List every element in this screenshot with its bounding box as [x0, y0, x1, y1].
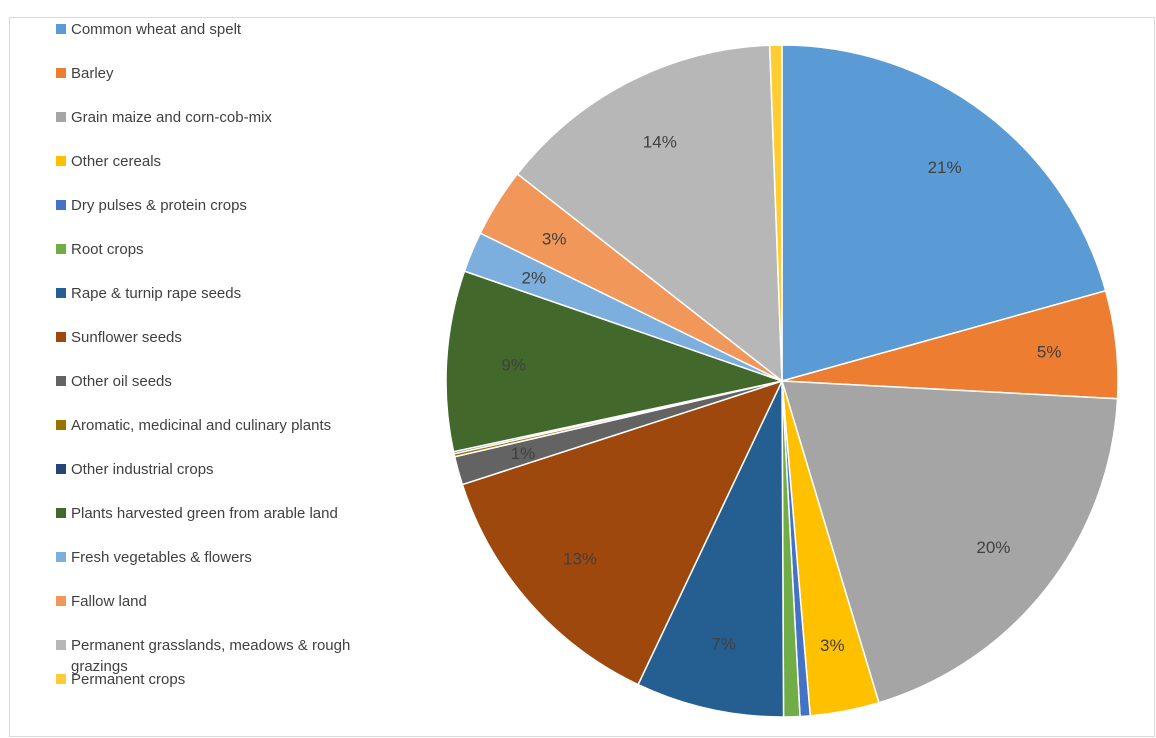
legend-swatch: [56, 464, 66, 474]
legend-item: Plants harvested green from arable land: [56, 502, 406, 546]
legend-swatch: [56, 288, 66, 298]
pie-slice: [781, 44, 1107, 382]
slice-data-label: 7%: [711, 634, 736, 653]
slice-data-label: 20%: [976, 538, 1010, 557]
legend-label: Plants harvested green from arable land: [71, 505, 338, 522]
legend-label: Other cereals: [71, 153, 162, 170]
legend-item: Other industrial crops: [56, 458, 406, 502]
legend-label: Root crops: [71, 241, 144, 258]
legend-swatch: [56, 68, 66, 78]
legend-label: Sunflower seeds: [71, 329, 182, 346]
legend-item: Fresh vegetables & flowers: [56, 546, 406, 590]
legend-swatch: [56, 552, 66, 562]
legend-label: Other oil seeds: [71, 373, 172, 390]
legend-swatch: [56, 244, 66, 254]
legend-label: Grain maize and corn-cob-mix: [71, 109, 272, 126]
legend-label: Permanent crops: [71, 671, 186, 688]
legend-label: Aromatic, medicinal and culinary plants: [71, 417, 332, 434]
legend-swatch: [56, 596, 66, 606]
pie-slice: [516, 44, 783, 383]
slice-data-label: 5%: [1037, 343, 1062, 362]
legend-label: Fallow land: [71, 593, 147, 610]
legend-swatch: [56, 420, 66, 430]
legend-item: Permanent grasslands, meadows & rough gr…: [56, 634, 406, 678]
legend-swatch: [56, 156, 66, 166]
slice-data-label: 14%: [643, 133, 677, 152]
legend-item: Permanent crops: [56, 668, 406, 712]
legend-item: Aromatic, medicinal and culinary plants: [56, 414, 406, 458]
legend-item: Common wheat and spelt: [56, 18, 406, 62]
slice-data-label: 3%: [542, 229, 567, 248]
legend-label: Other industrial crops: [71, 461, 214, 478]
legend-swatch: [56, 640, 66, 650]
legend-item: Dry pulses & protein crops: [56, 194, 406, 238]
legend-swatch: [56, 674, 66, 684]
legend-swatch: [56, 24, 66, 34]
legend-item: Sunflower seeds: [56, 326, 406, 370]
legend-label: Permanent grasslands, meadows & rough gr…: [71, 637, 351, 675]
slice-data-label: 2%: [522, 269, 547, 288]
legend-item: Barley: [56, 62, 406, 106]
legend-label: Common wheat and spelt: [71, 21, 242, 38]
legend-swatch: [56, 376, 66, 386]
legend-item: Fallow land: [56, 590, 406, 634]
legend-label: Rape & turnip rape seeds: [71, 285, 242, 302]
slice-data-label: 13%: [563, 549, 597, 568]
pie-slice: [780, 380, 1119, 704]
legend-label: Barley: [71, 65, 114, 82]
slice-data-label: 9%: [501, 356, 526, 375]
legend-swatch: [56, 508, 66, 518]
legend-swatch: [56, 112, 66, 122]
legend-label: Dry pulses & protein crops: [71, 197, 247, 214]
slice-data-label: 3%: [820, 636, 845, 655]
legend-item: Grain maize and corn-cob-mix: [56, 106, 406, 150]
slice-data-label: 1%: [511, 444, 536, 463]
legend-swatch: [56, 200, 66, 210]
pie-slice: [768, 44, 783, 382]
pie-slice: [461, 379, 784, 686]
slice-data-label: 21%: [928, 158, 962, 177]
legend-item: Other oil seeds: [56, 370, 406, 414]
legend-label: Fresh vegetables & flowers: [71, 549, 252, 566]
legend-item: Rape & turnip rape seeds: [56, 282, 406, 326]
pie-slice: [445, 270, 785, 453]
legend-item: Root crops: [56, 238, 406, 282]
pie-slice: [637, 380, 785, 718]
legend-swatch: [56, 332, 66, 342]
legend-item: Other cereals: [56, 150, 406, 194]
